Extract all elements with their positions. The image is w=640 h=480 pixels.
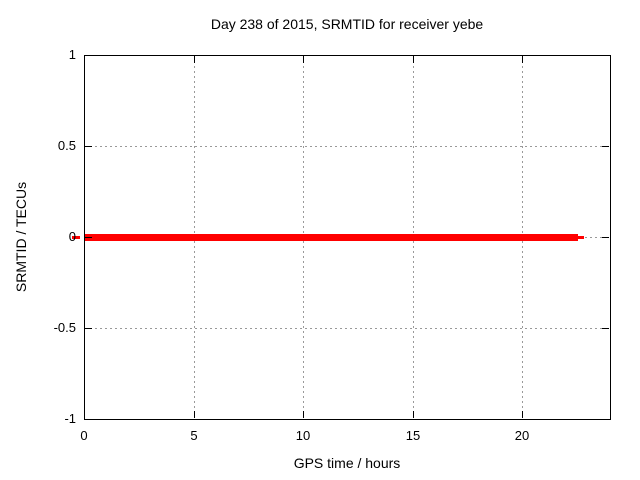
chart-title: Day 238 of 2015, SRMTID for receiver yeb…	[210, 16, 484, 32]
x-tick-label: 5	[190, 428, 198, 443]
y-tick-mark-right	[602, 146, 609, 147]
x-tick-label: 10	[295, 428, 311, 443]
y-tick-label: 0.5	[57, 138, 76, 153]
x-tick-mark-top	[413, 56, 414, 63]
y-tick-mark-left	[85, 328, 92, 329]
x-tick-label: 20	[514, 428, 530, 443]
y-tick-mark-left	[85, 419, 92, 420]
y-tick-mark-left	[85, 237, 92, 238]
plot-area-border	[84, 55, 611, 420]
x-tick-mark-bottom	[303, 411, 304, 418]
y-gridline	[85, 328, 609, 329]
x-tick-mark-bottom	[84, 411, 85, 418]
y-tick-label: 0	[68, 229, 76, 244]
x-tick-mark-top	[84, 56, 85, 63]
x-tick-label: 15	[405, 428, 421, 443]
y-tick-mark-left	[85, 55, 92, 56]
y-gridline	[85, 146, 609, 147]
y-tick-mark-right	[602, 55, 609, 56]
y-tick-mark-left	[85, 146, 92, 147]
x-tick-mark-top	[194, 56, 195, 63]
x-tick-mark-top	[303, 56, 304, 63]
y-tick-label: -0.5	[53, 320, 76, 335]
y-tick-label: 1	[68, 47, 76, 62]
x-tick-mark-bottom	[522, 411, 523, 418]
x-axis-title: GPS time / hours	[293, 455, 401, 471]
y-tick-label: -1	[64, 411, 76, 426]
series-start-overflow-dash	[72, 236, 80, 239]
y-tick-mark-right	[602, 328, 609, 329]
x-tick-mark-bottom	[194, 411, 195, 418]
y-tick-mark-right	[602, 237, 609, 238]
x-tick-mark-bottom	[413, 411, 414, 418]
x-tick-label: 0	[80, 428, 88, 443]
x-tick-mark-top	[522, 56, 523, 63]
y-tick-mark-right	[602, 419, 609, 420]
data-series-tip	[578, 236, 584, 239]
data-series-line	[84, 234, 578, 241]
